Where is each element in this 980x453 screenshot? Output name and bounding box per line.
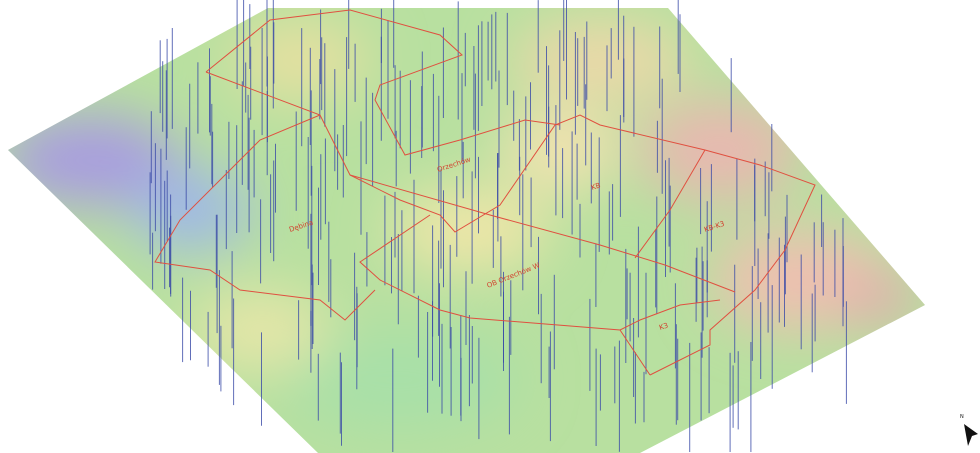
north-label: N: [960, 414, 964, 420]
3d-view: Orzechów Dębina KB KB-K3 OB Orzechów W K…: [0, 0, 980, 453]
page: Orzechów Dębina KB KB-K3 OB Orzechów W K…: [0, 0, 980, 453]
surface: [0, 0, 980, 453]
north-arrow: N: [960, 414, 978, 446]
